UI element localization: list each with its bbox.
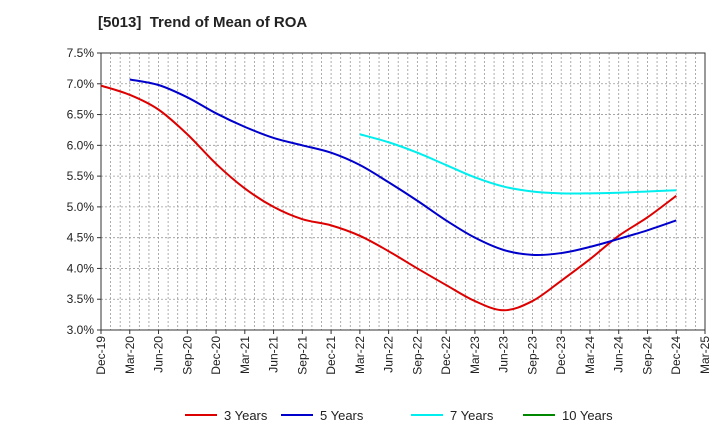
y-tick-label: 7.5% (67, 46, 95, 60)
series-line-5-years (129, 78, 677, 257)
x-tick-label: Dec-21 (324, 336, 338, 375)
x-tick-label: Mar-25 (698, 336, 712, 374)
y-tick-label: 4.5% (67, 231, 95, 245)
y-tick-label: 5.0% (67, 200, 95, 214)
legend-label: 7 Years (450, 408, 494, 423)
y-tick-label: 4.0% (67, 261, 95, 275)
x-tick-label: Jun-22 (382, 336, 396, 373)
x-tick-label: Mar-23 (468, 336, 482, 374)
x-tick-label: Sep-21 (295, 336, 309, 375)
y-tick-label: 6.5% (67, 108, 95, 122)
x-tick-label: Dec-22 (439, 336, 453, 375)
x-tick-label: Jun-21 (267, 336, 281, 373)
x-tick-label: Sep-20 (180, 336, 194, 375)
x-tick-label: Jun-23 (497, 336, 511, 373)
y-tick-label: 6.0% (67, 138, 95, 152)
x-tick-label: Mar-20 (123, 336, 137, 374)
x-tick-label: Mar-22 (353, 336, 367, 374)
legend-label: 10 Years (562, 408, 613, 423)
x-tick-label: Sep-22 (410, 336, 424, 375)
x-tick-label: Dec-23 (554, 336, 568, 375)
chart-title: [5013] Trend of Mean of ROA (98, 14, 308, 31)
y-tick-label: 3.0% (67, 323, 95, 337)
x-tick-label: Dec-24 (669, 336, 683, 375)
y-tick-label: 5.5% (67, 169, 95, 183)
x-tick-label: Sep-23 (525, 336, 539, 375)
x-tick-label: Mar-21 (238, 336, 252, 374)
plot-frame (100, 52, 706, 331)
y-tick-label: 3.5% (67, 292, 95, 306)
legend-label: 3 Years (224, 408, 268, 423)
x-tick-label: Jun-20 (152, 336, 166, 373)
x-tick-label: Mar-24 (583, 336, 597, 374)
x-tick-label: Dec-20 (209, 336, 223, 375)
legend-label: 5 Years (320, 408, 364, 423)
series-line-3-years (100, 84, 677, 312)
x-tick-label: Sep-24 (640, 336, 654, 375)
series-line-7-years (359, 133, 677, 195)
x-tick-label: Dec-19 (94, 336, 108, 375)
y-tick-label: 7.0% (67, 77, 95, 91)
x-tick-label: Jun-24 (612, 336, 626, 373)
